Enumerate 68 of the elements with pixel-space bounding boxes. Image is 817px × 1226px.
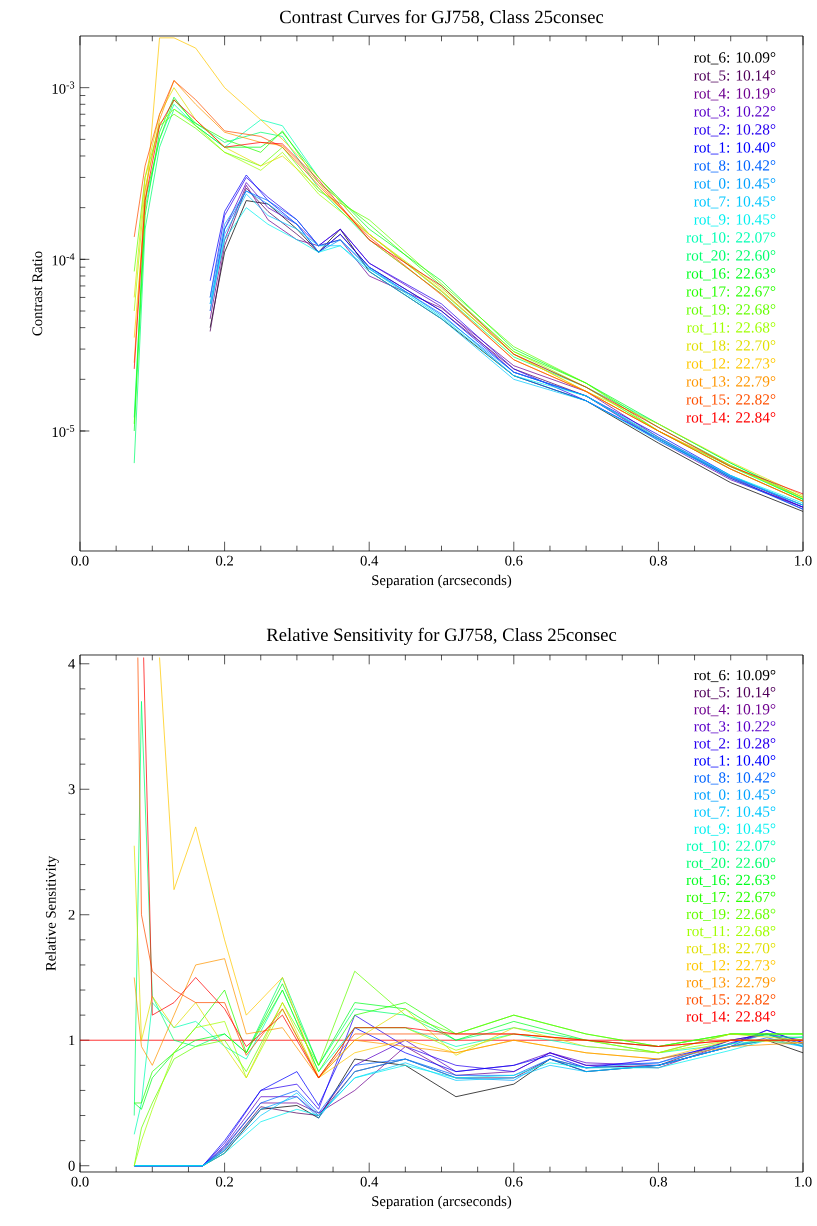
y-tick-label: 4	[68, 658, 76, 669]
text: rot_10: 22.07°	[686, 840, 776, 853]
text: rot_5: 10.14°	[694, 687, 776, 700]
x-tick-label: 0.8	[649, 1176, 668, 1187]
y-tick-label: 1	[69, 1035, 75, 1046]
text: rot_12: 22.73°	[686, 358, 776, 371]
x-tick-label: 0.0	[71, 555, 89, 566]
y-tick-label: 10$^{-3}$	[52, 81, 75, 94]
text: rot_13: 22.79°	[686, 376, 776, 389]
y-tick-label: 10$^{-4}$	[52, 253, 75, 266]
text: rot_11: 22.68°	[686, 322, 776, 335]
text: rot_3: 10.22°	[694, 721, 776, 734]
text: rot_20: 22.60°	[686, 857, 776, 870]
text: rot_19: 22.68°	[686, 908, 776, 922]
text: rot_10: 22.07°	[686, 232, 776, 245]
text: rot_17: 22.67°	[686, 891, 776, 904]
text: rot_8: 10.42°	[694, 772, 776, 785]
text: rot_15: 22.82°	[686, 994, 776, 1007]
text: rot_16: 22.63°	[686, 268, 776, 281]
x-tick-label: 0.4	[360, 555, 379, 566]
x-tick-label: 0.6	[505, 555, 523, 566]
text: rot_2: 10.28°	[694, 124, 776, 137]
text: rot_20: 22.60°	[686, 250, 776, 263]
x-axis-title: Separation (arcseconds)	[372, 1195, 512, 1210]
x-tick-label: 0.2	[216, 1176, 233, 1187]
text: rot_17: 22.67°	[686, 286, 776, 299]
y-axis-title: Contrast Ratio	[32, 251, 43, 336]
series-label: rot_14: 22.84°	[686, 412, 776, 425]
legend-label: rot_6: 10.09°	[694, 52, 776, 65]
text: rot_13: 22.79°	[686, 977, 776, 990]
series-label: rot_14: 22.84°	[686, 1011, 776, 1024]
text: rot_16: 22.63°	[686, 874, 776, 887]
y-axis-title: Relative Sensitivity	[45, 855, 59, 971]
text: rot_8: 10.42°	[694, 160, 776, 173]
text: rot_4: 10.19°	[694, 704, 776, 717]
y-tick-label: 0	[68, 1160, 75, 1171]
text: rot_4: 10.19°	[694, 88, 776, 101]
text: rot_19: 22.68°	[686, 304, 776, 317]
legend-label: rot_6: 10.09°	[694, 669, 776, 683]
text: rot_2: 10.28°	[694, 738, 776, 751]
text: rot_0: 10.45°	[694, 178, 776, 191]
x-tick-label: 0.6	[505, 1176, 523, 1187]
text: rot_5: 10.14°	[694, 70, 776, 83]
x-axis-title: Separation (arcseconds)	[372, 574, 512, 589]
x-tick-label: 0.4	[360, 1176, 379, 1187]
x-tick-label: 1.0	[795, 1176, 812, 1187]
text: rot_7: 10.45°	[694, 806, 776, 819]
x-tick-label: 0.8	[649, 555, 668, 566]
y-tick-label: 2	[68, 909, 75, 920]
text: rot_1: 10.40°	[694, 142, 776, 155]
text: rot_9: 10.45°	[694, 823, 776, 836]
chart-title: Contrast Curves for GJ758, Class 25consec	[280, 9, 604, 26]
text: rot_15: 22.82°	[686, 394, 776, 407]
x-tick-label: 0.0	[71, 1176, 89, 1187]
text: rot_11: 22.68°	[686, 925, 776, 939]
text: rot_9: 10.45°	[694, 214, 776, 227]
text: rot_12: 22.73°	[686, 960, 776, 973]
text: rot_0: 10.45°	[694, 789, 776, 802]
text: rot_7: 10.45°	[694, 196, 776, 209]
text: rot_18: 22.70°	[686, 943, 776, 956]
text: rot_3: 10.22°	[694, 106, 776, 119]
y-tick-label: 3	[68, 784, 75, 795]
x-tick-label: 1.0	[795, 555, 812, 566]
text: rot_1: 10.40°	[694, 755, 776, 768]
x-tick-label: 0.2	[216, 555, 233, 566]
chart-title: Relative Sensitivity for GJ758, Class 25consec	[266, 627, 617, 645]
text: rot_18: 22.70°	[686, 340, 776, 353]
y-tick-label: 10$^{-5}$	[52, 424, 75, 438]
